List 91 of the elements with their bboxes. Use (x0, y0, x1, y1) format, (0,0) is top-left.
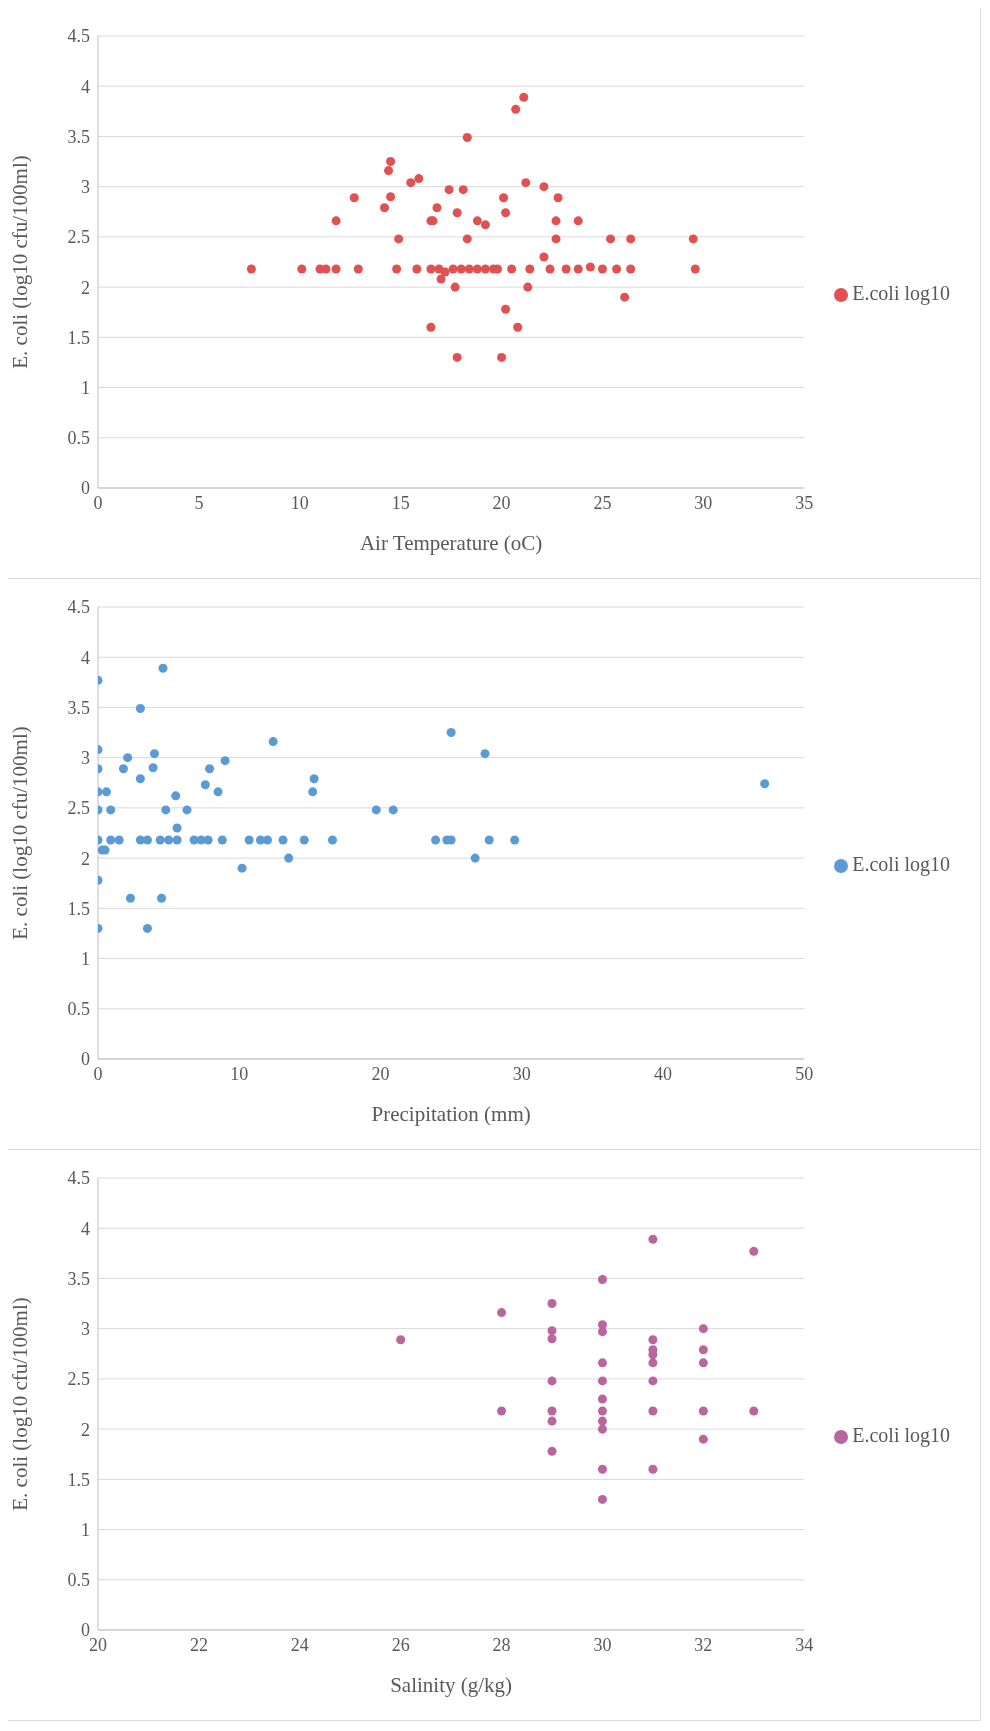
y-tick-label: 0.5 (67, 999, 90, 1020)
y-tick-label: 1.5 (67, 898, 90, 919)
y-tick-label: 2 (81, 1419, 90, 1440)
x-tick-label: 10 (230, 1063, 249, 1084)
legend-label: E.coli log10 (852, 281, 950, 304)
x-tick-label: 26 (391, 1634, 410, 1655)
y-tick-label: 3 (81, 1319, 90, 1340)
x-tick-label: 22 (189, 1634, 208, 1655)
y-tick-label: 2.5 (67, 1369, 90, 1390)
y-tick-label: 4 (81, 647, 90, 668)
point (698, 1406, 708, 1416)
x-tick-label: 30 (593, 1634, 612, 1655)
point (597, 1327, 607, 1337)
y-tick-label: 1 (81, 377, 90, 398)
point (597, 1406, 607, 1416)
point (597, 1358, 607, 1368)
x-tick-label: 24 (290, 1634, 309, 1655)
y-tick-label: 4 (81, 76, 90, 97)
x-tick-label: 34 (795, 1634, 814, 1655)
y-tick-label: 4.5 (67, 26, 90, 47)
x-tick-label: 30 (512, 1063, 531, 1084)
point (749, 1406, 759, 1416)
x-tick-label: 35 (795, 492, 814, 513)
point (547, 1376, 557, 1386)
x-tick-label: 32 (694, 1634, 713, 1655)
y-tick-label: 3.5 (67, 697, 90, 718)
x-tick-label: 30 (694, 492, 713, 513)
y-tick-label: 0.5 (67, 1570, 90, 1591)
point (698, 1358, 708, 1368)
point (396, 1335, 406, 1345)
point (749, 1246, 759, 1256)
point (547, 1406, 557, 1416)
x-axis-title: Salinity (g/kg) (390, 1673, 513, 1697)
y-tick-label: 3.5 (67, 1268, 90, 1289)
y-tick-label: 2.5 (67, 227, 90, 248)
point (648, 1358, 658, 1368)
y-axis-title: E. coli (log10 cfu/100ml) (8, 155, 33, 369)
x-tick-label: 40 (653, 1063, 672, 1084)
y-axis-title: E. coli (log10 cfu/100ml) (8, 1297, 33, 1511)
legend-label: E.coli log10 (852, 852, 950, 875)
x-tick-label: 5 (194, 492, 204, 513)
point (648, 1376, 658, 1386)
y-tick-label: 4.5 (67, 597, 90, 618)
point (497, 1308, 507, 1318)
point (597, 1376, 607, 1386)
y-tick-label: 0 (81, 1049, 90, 1070)
point (547, 1416, 557, 1426)
x-tick-label: 25 (593, 492, 612, 513)
point (648, 1335, 658, 1345)
y-tick-label: 0 (81, 478, 90, 499)
point (547, 1334, 557, 1344)
point (648, 1406, 658, 1416)
x-tick-label: 28 (492, 1634, 511, 1655)
point (547, 1299, 557, 1309)
point (497, 1406, 507, 1416)
point (597, 1464, 607, 1474)
y-tick-label: 4 (81, 1218, 90, 1239)
y-tick-label: 3 (81, 748, 90, 769)
y-tick-label: 2.5 (67, 798, 90, 819)
point (698, 1345, 708, 1355)
y-tick-label: 2 (81, 277, 90, 298)
x-tick-label: 20 (89, 1634, 107, 1655)
y-tick-label: 3.5 (67, 126, 90, 147)
point (597, 1424, 607, 1434)
y-axis-title: E. coli (log10 cfu/100ml) (8, 726, 33, 940)
point (648, 1464, 658, 1474)
y-tick-label: 3 (81, 177, 90, 198)
x-tick-label: 20 (492, 492, 511, 513)
y-tick-label: 1 (81, 1519, 90, 1540)
point (597, 1394, 607, 1404)
x-tick-label: 10 (290, 492, 309, 513)
y-tick-label: 4.5 (67, 1168, 90, 1189)
x-axis-title: Air Temperature (oC) (359, 531, 543, 555)
y-tick-label: 2 (81, 848, 90, 869)
x-tick-label: 50 (795, 1063, 814, 1084)
y-tick-label: 1 (81, 948, 90, 969)
y-tick-label: 0.5 (67, 428, 90, 449)
x-tick-label: 15 (391, 492, 410, 513)
y-tick-label: 0 (81, 1620, 90, 1641)
point (597, 1274, 607, 1284)
x-axis-title: Precipitation (mm) (371, 1102, 531, 1126)
point (698, 1434, 708, 1444)
legend-label: E.coli log10 (852, 1423, 950, 1446)
point (648, 1234, 658, 1244)
point (698, 1324, 708, 1334)
point (597, 1494, 607, 1504)
x-tick-label: 20 (371, 1063, 390, 1084)
y-tick-label: 1.5 (67, 327, 90, 348)
point (547, 1446, 557, 1456)
point (597, 1416, 607, 1426)
y-tick-label: 1.5 (67, 1469, 90, 1490)
